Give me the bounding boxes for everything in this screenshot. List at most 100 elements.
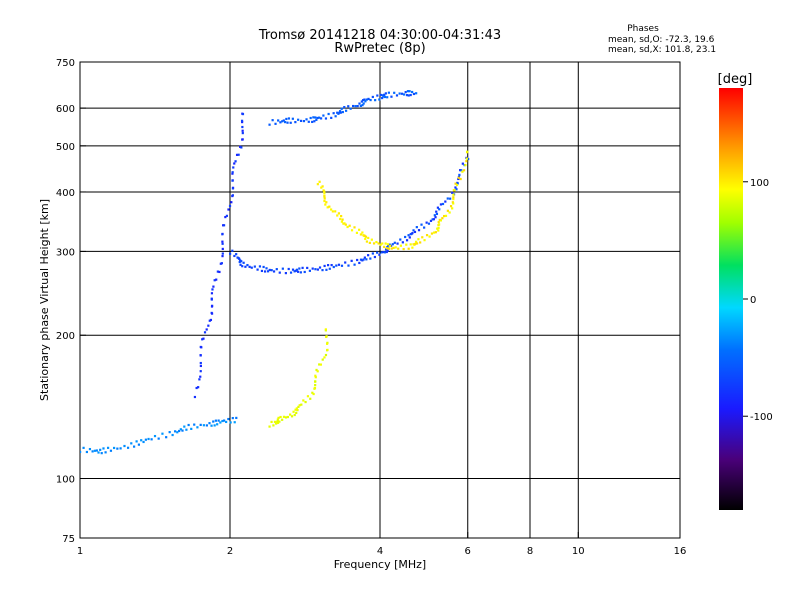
data-point bbox=[384, 248, 388, 251]
data-point bbox=[438, 208, 441, 211]
data-point bbox=[328, 267, 331, 270]
data-point bbox=[364, 237, 367, 241]
data-point bbox=[330, 208, 333, 211]
data-point bbox=[411, 90, 414, 94]
data-point bbox=[289, 413, 292, 416]
data-point bbox=[240, 260, 243, 263]
data-point bbox=[449, 197, 452, 200]
data-point bbox=[423, 226, 426, 229]
data-point bbox=[174, 430, 177, 433]
data-point bbox=[235, 253, 238, 256]
data-point bbox=[97, 451, 100, 454]
data-point bbox=[268, 123, 271, 126]
data-point bbox=[365, 258, 368, 261]
data-point bbox=[325, 342, 329, 345]
data-point bbox=[299, 271, 302, 274]
data-point bbox=[306, 266, 309, 270]
data-point bbox=[322, 114, 325, 117]
data-point bbox=[231, 171, 234, 174]
data-point bbox=[199, 423, 202, 426]
data-point bbox=[421, 236, 424, 239]
data-point bbox=[393, 91, 396, 94]
data-point bbox=[293, 413, 296, 417]
data-point bbox=[437, 229, 440, 232]
data-point bbox=[387, 247, 391, 250]
data-point bbox=[227, 208, 230, 211]
data-point bbox=[383, 95, 387, 99]
x-tick-label: 6 bbox=[465, 546, 471, 557]
data-point bbox=[383, 245, 386, 248]
data-point bbox=[467, 157, 470, 161]
data-point bbox=[420, 223, 423, 226]
data-points bbox=[80, 90, 470, 455]
data-point bbox=[221, 252, 224, 255]
data-point bbox=[290, 415, 294, 418]
data-point bbox=[303, 270, 306, 274]
data-point bbox=[363, 256, 366, 259]
data-point bbox=[277, 416, 280, 419]
data-point bbox=[432, 218, 435, 221]
data-point bbox=[404, 91, 407, 94]
data-point bbox=[323, 199, 326, 203]
data-point bbox=[263, 270, 267, 273]
data-point bbox=[437, 221, 440, 224]
data-point bbox=[291, 268, 295, 271]
colorbar-tick-label: -100 bbox=[750, 412, 773, 423]
data-point bbox=[278, 271, 281, 274]
series-trace bbox=[268, 90, 418, 126]
data-point bbox=[225, 214, 228, 217]
data-point bbox=[464, 163, 467, 167]
data-point bbox=[362, 258, 365, 261]
data-point bbox=[461, 162, 464, 165]
data-point bbox=[222, 224, 226, 227]
data-point bbox=[341, 110, 344, 114]
data-point bbox=[296, 270, 300, 273]
data-point bbox=[217, 419, 220, 422]
data-point bbox=[277, 119, 280, 122]
data-point bbox=[284, 120, 287, 124]
data-point bbox=[386, 244, 390, 247]
data-point bbox=[295, 268, 299, 271]
data-point bbox=[323, 191, 326, 194]
data-point bbox=[126, 446, 130, 449]
data-point bbox=[302, 399, 305, 402]
data-point bbox=[324, 117, 328, 120]
data-point bbox=[319, 363, 323, 366]
data-point bbox=[241, 112, 245, 116]
data-point bbox=[273, 420, 277, 423]
data-point bbox=[294, 269, 297, 272]
data-point bbox=[216, 270, 219, 273]
data-point bbox=[451, 201, 454, 204]
data-point bbox=[314, 116, 317, 119]
data-point bbox=[246, 263, 249, 267]
data-point bbox=[326, 264, 330, 267]
data-point bbox=[144, 438, 147, 441]
x-tick-label: 4 bbox=[377, 546, 383, 557]
data-point bbox=[299, 119, 303, 122]
data-point bbox=[358, 261, 361, 265]
data-point bbox=[323, 197, 326, 200]
data-point bbox=[376, 251, 379, 254]
data-point bbox=[337, 112, 340, 115]
data-point bbox=[341, 218, 344, 221]
data-point bbox=[179, 428, 182, 431]
data-point bbox=[344, 223, 347, 226]
data-point bbox=[282, 415, 286, 418]
data-point bbox=[455, 183, 459, 187]
data-point bbox=[142, 440, 145, 444]
data-point bbox=[104, 451, 107, 454]
data-point bbox=[168, 431, 171, 434]
data-point bbox=[347, 105, 350, 108]
data-point bbox=[80, 450, 82, 454]
data-point bbox=[262, 265, 265, 269]
data-point bbox=[384, 92, 387, 95]
data-point bbox=[388, 243, 391, 246]
data-point bbox=[85, 450, 89, 454]
data-point bbox=[215, 278, 218, 281]
data-point bbox=[239, 145, 242, 148]
y-tick-label: 400 bbox=[56, 188, 75, 199]
data-point bbox=[439, 219, 442, 222]
data-point bbox=[231, 187, 235, 190]
data-point bbox=[359, 258, 363, 261]
